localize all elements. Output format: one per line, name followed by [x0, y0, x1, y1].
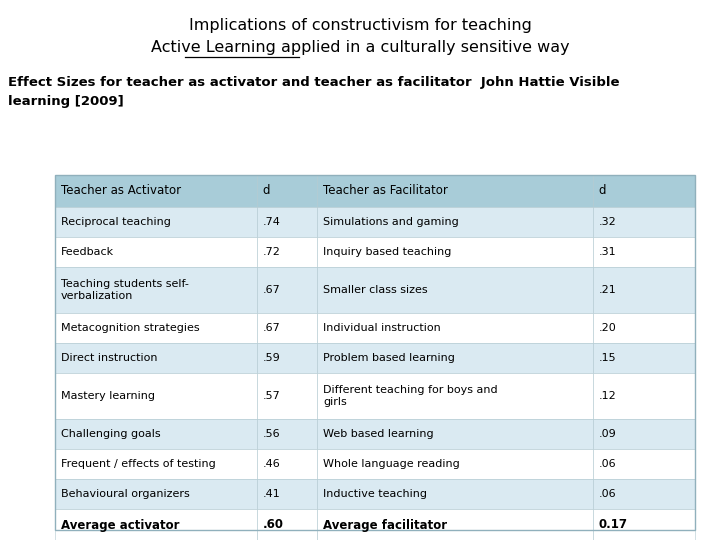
Bar: [55, 207, 256, 237]
Bar: [55, 313, 256, 343]
Bar: [256, 509, 318, 540]
Bar: [55, 237, 256, 267]
Bar: [318, 207, 593, 237]
Text: Inquiry based teaching: Inquiry based teaching: [323, 247, 451, 257]
Text: Active Learning applied in a culturally sensitive way: Active Learning applied in a culturally …: [150, 40, 570, 55]
Bar: [318, 237, 593, 267]
Text: .06: .06: [598, 459, 616, 469]
Bar: [256, 449, 318, 479]
Text: Web based learning: Web based learning: [323, 429, 434, 439]
Bar: [55, 267, 256, 313]
Text: .57: .57: [263, 391, 280, 401]
Text: Inductive teaching: Inductive teaching: [323, 489, 428, 499]
Text: Individual instruction: Individual instruction: [323, 323, 441, 333]
Bar: [256, 373, 318, 419]
Text: Implications of constructivism for teaching: Implications of constructivism for teach…: [189, 18, 531, 33]
Bar: [593, 419, 695, 449]
Bar: [318, 509, 593, 540]
Bar: [256, 313, 318, 343]
Bar: [593, 237, 695, 267]
Text: Reciprocal teaching: Reciprocal teaching: [61, 217, 171, 227]
Bar: [256, 207, 318, 237]
Bar: [318, 449, 593, 479]
Text: .67: .67: [263, 323, 280, 333]
Bar: [256, 237, 318, 267]
Text: Simulations and gaming: Simulations and gaming: [323, 217, 459, 227]
Text: Average activator: Average activator: [61, 518, 179, 531]
Bar: [55, 175, 256, 207]
Bar: [593, 267, 695, 313]
Text: .46: .46: [263, 459, 280, 469]
Bar: [593, 313, 695, 343]
Text: .60: .60: [263, 518, 284, 531]
Text: .12: .12: [598, 391, 616, 401]
Bar: [593, 373, 695, 419]
Text: .20: .20: [598, 323, 616, 333]
Text: Feedback: Feedback: [61, 247, 114, 257]
Text: Whole language reading: Whole language reading: [323, 459, 460, 469]
Text: Frequent / effects of testing: Frequent / effects of testing: [61, 459, 216, 469]
Text: Average facilitator: Average facilitator: [323, 518, 448, 531]
Text: .06: .06: [598, 489, 616, 499]
Bar: [593, 509, 695, 540]
Text: Different teaching for boys and
girls: Different teaching for boys and girls: [323, 385, 498, 407]
Bar: [318, 343, 593, 373]
Text: learning [2009]: learning [2009]: [8, 95, 124, 108]
Text: Teacher as Facilitator: Teacher as Facilitator: [323, 185, 449, 198]
Text: Teaching students self-
verbalization: Teaching students self- verbalization: [61, 279, 189, 301]
Text: d: d: [598, 185, 606, 198]
Text: Effect Sizes for teacher as activator and teacher as facilitator  John Hattie Vi: Effect Sizes for teacher as activator an…: [8, 76, 619, 89]
Bar: [318, 313, 593, 343]
Bar: [593, 343, 695, 373]
Bar: [318, 267, 593, 313]
Bar: [256, 343, 318, 373]
Text: Mastery learning: Mastery learning: [61, 391, 155, 401]
Text: .15: .15: [598, 353, 616, 363]
Bar: [593, 479, 695, 509]
Bar: [55, 343, 256, 373]
Bar: [593, 175, 695, 207]
Bar: [593, 207, 695, 237]
Bar: [55, 449, 256, 479]
Text: .09: .09: [598, 429, 616, 439]
Bar: [55, 175, 695, 530]
Text: .67: .67: [263, 285, 280, 295]
Bar: [593, 449, 695, 479]
Text: Teacher as Activator: Teacher as Activator: [61, 185, 181, 198]
Bar: [256, 175, 318, 207]
Text: .31: .31: [598, 247, 616, 257]
Text: Metacognition strategies: Metacognition strategies: [61, 323, 199, 333]
Text: .41: .41: [263, 489, 280, 499]
Text: .74: .74: [263, 217, 281, 227]
Text: Challenging goals: Challenging goals: [61, 429, 161, 439]
Bar: [256, 479, 318, 509]
Text: Smaller class sizes: Smaller class sizes: [323, 285, 428, 295]
Text: Problem based learning: Problem based learning: [323, 353, 455, 363]
Text: .59: .59: [263, 353, 280, 363]
Text: .56: .56: [263, 429, 280, 439]
Bar: [318, 175, 593, 207]
Text: .32: .32: [598, 217, 616, 227]
Bar: [318, 479, 593, 509]
Bar: [55, 419, 256, 449]
Bar: [55, 479, 256, 509]
Bar: [256, 419, 318, 449]
Bar: [318, 419, 593, 449]
Bar: [55, 373, 256, 419]
Text: .21: .21: [598, 285, 616, 295]
Bar: [256, 267, 318, 313]
Text: d: d: [263, 185, 270, 198]
Bar: [318, 373, 593, 419]
Text: Behavioural organizers: Behavioural organizers: [61, 489, 190, 499]
Text: Direct instruction: Direct instruction: [61, 353, 158, 363]
Text: .72: .72: [263, 247, 281, 257]
Bar: [55, 509, 256, 540]
Text: 0.17: 0.17: [598, 518, 628, 531]
